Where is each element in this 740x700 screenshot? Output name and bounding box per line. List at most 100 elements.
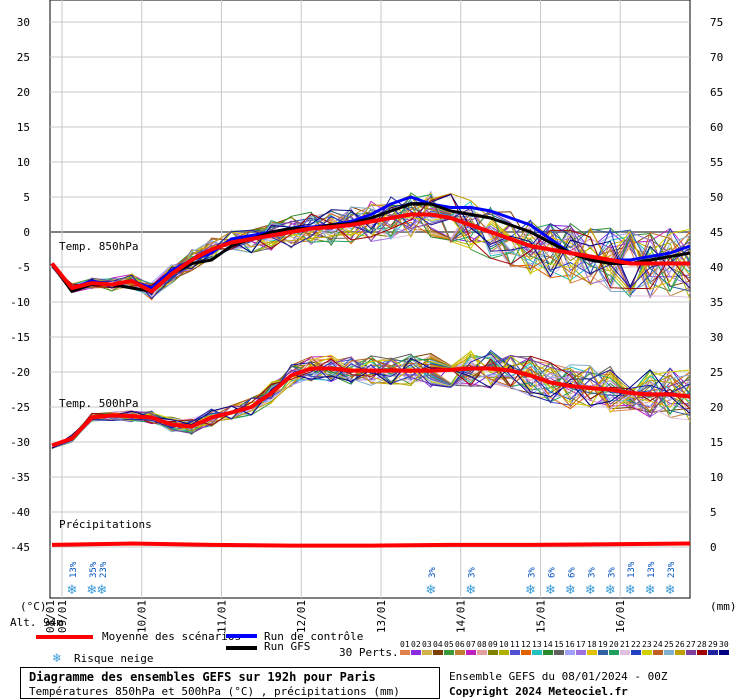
snowflake-icon: ❄ — [545, 583, 556, 598]
pert-swatch — [664, 650, 674, 655]
right-tick-label: 45 — [710, 226, 723, 239]
legend-mean-swatch — [36, 635, 93, 639]
legend-control-swatch — [226, 634, 257, 638]
snow-risk-pct: 6% — [547, 567, 557, 578]
right-tick-label: 70 — [710, 51, 723, 64]
snowflake-icon: ❄ — [645, 583, 656, 598]
right-tick-label: 55 — [710, 156, 723, 169]
x-tick-label: 14/01 — [455, 600, 468, 633]
x-tick-label: 08/01 — [44, 600, 57, 633]
left-tick-label: -5 — [17, 261, 30, 274]
pert-swatch — [631, 650, 641, 655]
right-tick-label: 40 — [710, 261, 723, 274]
mean-line-precip — [51, 541, 691, 548]
pert-number: 03 — [422, 640, 432, 649]
left-tick-label: 30 — [17, 16, 30, 29]
pert-number: 17 — [576, 640, 586, 649]
left-tick-label: -10 — [10, 296, 30, 309]
x-tick-label: 13/01 — [375, 600, 388, 633]
pert-number: 29 — [708, 640, 718, 649]
right-tick-label: 75 — [710, 16, 723, 29]
left-tick-label: -40 — [10, 506, 30, 519]
pert-swatch — [620, 650, 630, 655]
legend-control-label: Run de contrôle — [264, 630, 364, 643]
pert-swatch — [510, 650, 520, 655]
snowflake-icon: ❄ — [465, 583, 476, 598]
pert-number: 02 — [411, 640, 421, 649]
left-tick-label: 0 — [23, 226, 30, 239]
snow-risk-pct: 3% — [468, 567, 478, 578]
pert-number: 28 — [697, 640, 707, 649]
pert-number: 25 — [664, 640, 674, 649]
ensemble-member-line — [51, 193, 691, 290]
copyright: Copyright 2024 Meteociel.fr — [449, 685, 628, 698]
snowflake-icon: ❄ — [665, 583, 676, 598]
snow-risk-pct: 23% — [99, 561, 109, 578]
snowflake-icon: ❄ — [66, 583, 77, 598]
plot-frame — [49, 0, 691, 599]
pert-swatch — [554, 650, 564, 655]
pert-number: 18 — [587, 640, 597, 649]
legend-snow-label: Risque neige — [74, 652, 154, 665]
snowflake-icon: ❄ — [565, 583, 576, 598]
left-tick-label: 5 — [23, 191, 30, 204]
pert-swatch — [400, 650, 410, 655]
left-tick-label: 20 — [17, 86, 30, 99]
altitude-label: Alt. 94m — [10, 616, 63, 629]
pert-number: 01 — [400, 640, 410, 649]
right-tick-label: 5 — [710, 506, 717, 519]
snowflake-icon: ❄ — [605, 583, 616, 598]
pert-swatch — [719, 650, 729, 655]
pert-swatch — [499, 650, 509, 655]
pert-number: 10 — [499, 640, 509, 649]
right-axis-unit: (mm) — [710, 600, 737, 613]
pert-number: 11 — [510, 640, 520, 649]
legend-mean-label: Moyenne des scénarios — [102, 630, 242, 643]
pert-number: 22 — [631, 640, 641, 649]
right-tick-label: 30 — [710, 331, 723, 344]
snow-risk-pct: 6% — [567, 567, 577, 578]
snow-risk-pct: 3% — [607, 567, 617, 578]
ensemble-member-line — [51, 349, 691, 449]
chart-subtitle: Températures 850hPa et 500hPa (°C) , pré… — [29, 685, 400, 698]
pert-swatch — [543, 650, 553, 655]
title-panel: Diagramme des ensembles GEFS sur 192h po… — [20, 667, 440, 699]
pert-number: 12 — [521, 640, 531, 649]
pert-swatch — [708, 650, 718, 655]
x-tick-label: 16/01 — [614, 600, 627, 633]
pert-number: 15 — [554, 640, 564, 649]
x-tick-label: 12/01 — [295, 600, 308, 633]
pert-swatch — [598, 650, 608, 655]
left-tick-label: -20 — [10, 366, 30, 379]
snowflake-icon: ❄ — [96, 583, 107, 598]
pert-number: 26 — [675, 640, 685, 649]
snowflake-icon: ❄ — [53, 651, 61, 666]
pert-swatch — [466, 650, 476, 655]
t850-section-label: Temp. 850hPa — [59, 240, 139, 253]
snowflake-icon: ❄ — [585, 583, 596, 598]
legend-gfs-swatch — [226, 646, 257, 650]
pert-swatch — [565, 650, 575, 655]
ensemble-member-line — [51, 356, 691, 449]
pert-swatch — [433, 650, 443, 655]
pert-swatch — [697, 650, 707, 655]
x-tick-label: 11/01 — [215, 600, 228, 633]
snowflake-icon: ❄ — [525, 583, 536, 598]
pert-swatch — [675, 650, 685, 655]
pert-swatch — [455, 650, 465, 655]
ensemble-member-line — [51, 199, 691, 299]
snow-risk-pct: 3% — [428, 567, 438, 578]
mean-line-t500 — [51, 366, 691, 448]
pert-swatch — [576, 650, 586, 655]
pert-number: 27 — [686, 640, 696, 649]
pert-swatch — [653, 650, 663, 655]
snow-risk-pct: 13% — [647, 561, 657, 578]
precip-section-label: Précipitations — [59, 518, 152, 531]
right-tick-label: 15 — [710, 436, 723, 449]
x-tick-label: 10/01 — [136, 600, 149, 633]
pert-swatch — [587, 650, 597, 655]
pert-swatch — [609, 650, 619, 655]
right-tick-label: 10 — [710, 471, 723, 484]
snow-risk-pct: 35% — [89, 561, 99, 578]
pert-number: 04 — [433, 640, 443, 649]
